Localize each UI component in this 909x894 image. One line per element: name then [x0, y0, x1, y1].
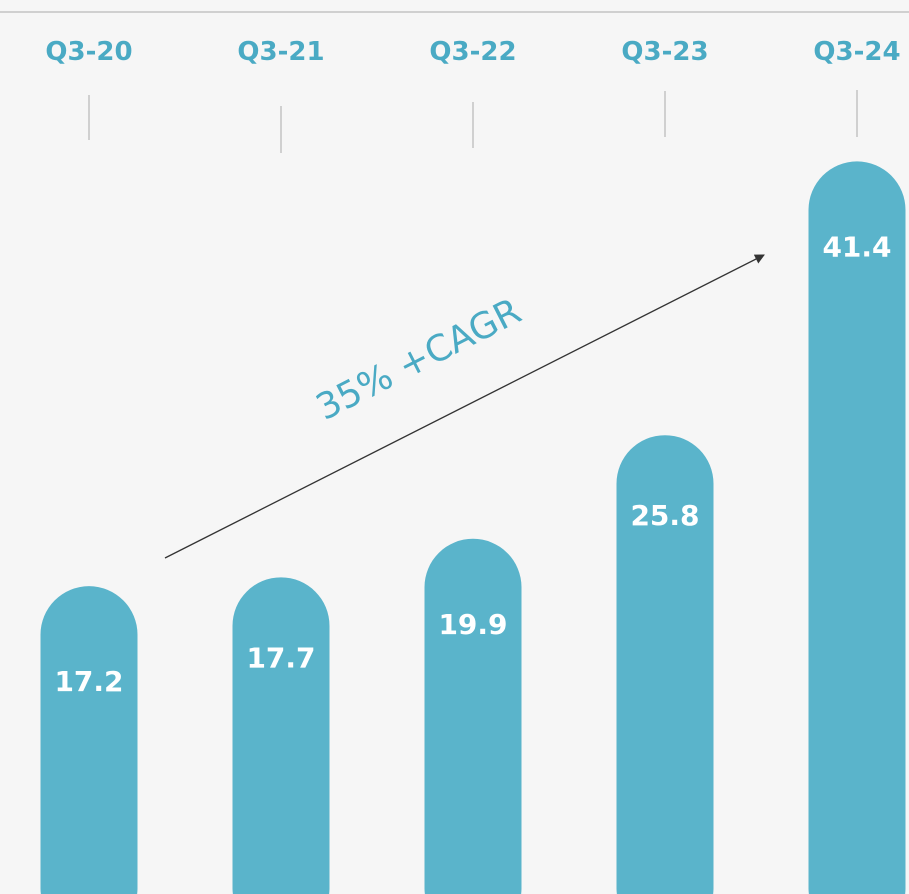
- category-label: Q3-23: [621, 37, 708, 67]
- bar-q3-21: [232, 577, 330, 894]
- value-label: 17.2: [54, 665, 123, 698]
- bar-q3-24: [808, 161, 906, 894]
- value-label: 25.8: [630, 499, 699, 532]
- category-label: Q3-24: [813, 37, 900, 67]
- category-label: Q3-22: [429, 37, 516, 67]
- value-label: 41.4: [822, 230, 891, 263]
- cagr-annotation: 35% +CAGR: [310, 291, 528, 429]
- value-label: 19.9: [438, 608, 507, 641]
- cagr-arrow: [164, 254, 765, 559]
- bar-q3-22: [424, 538, 522, 894]
- category-label: Q3-21: [237, 37, 324, 67]
- value-label: 17.7: [246, 641, 315, 674]
- category-label: Q3-20: [45, 37, 132, 67]
- bar-q3-20: [40, 586, 138, 894]
- bar-q3-23: [616, 435, 714, 894]
